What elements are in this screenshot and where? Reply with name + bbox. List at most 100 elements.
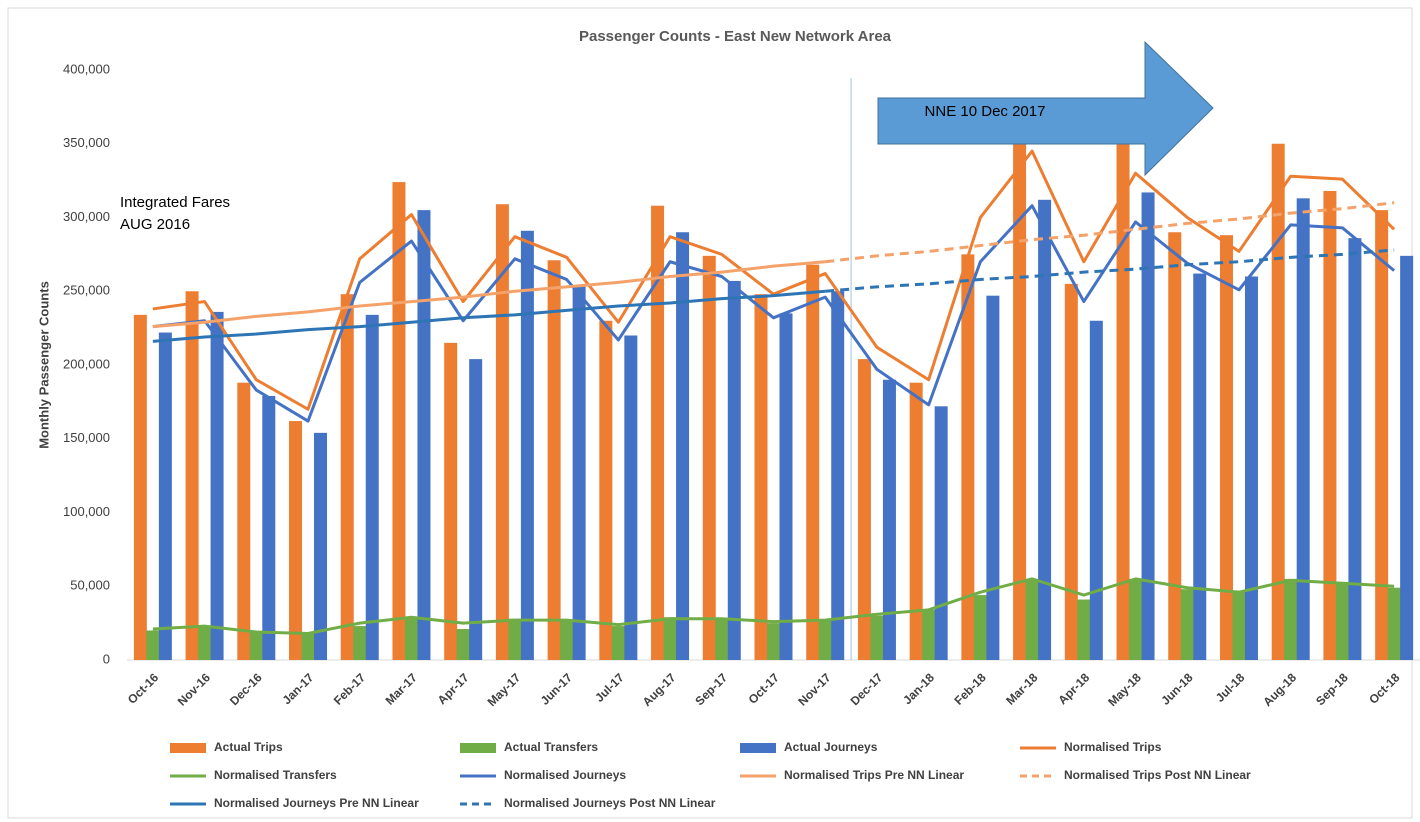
bar [547,260,561,660]
legend-swatch [170,743,206,753]
bar [611,626,625,660]
bar [444,342,458,660]
bar [1180,589,1194,660]
bar [572,285,586,660]
bar [520,230,534,660]
bar [818,620,832,660]
bar [882,379,896,660]
y-tick-label: 50,000 [70,578,110,593]
legend-label: Actual Transfers [504,740,598,754]
y-tick-label: 100,000 [63,504,110,519]
bar [210,311,224,660]
y-tick-label: 250,000 [63,283,110,298]
bar [806,264,820,660]
bar [365,314,379,660]
bar [779,313,793,660]
bar [922,609,936,660]
annotation: Integrated Fares [120,194,230,211]
bar [663,617,677,660]
bar [1284,578,1298,660]
line [825,248,1395,293]
bar [1089,320,1103,660]
annotation: AUG 2016 [120,216,190,233]
legend-label: Normalised Trips Pre NN Linear [784,768,964,782]
bar [249,631,263,660]
bar [1232,592,1246,660]
bar [289,421,303,660]
legend-label: Actual Journeys [784,740,878,754]
bar [158,332,172,660]
bar [870,615,884,660]
bar [1296,198,1310,660]
bar [353,626,367,660]
bar [1013,143,1027,660]
bar [185,291,199,660]
bar [1271,143,1285,660]
bar [1038,199,1052,661]
bar [1141,192,1155,661]
bar [767,623,780,660]
bar [973,595,987,660]
bar [1168,232,1182,660]
arrow [877,40,1214,177]
line [825,201,1395,264]
bar [599,320,613,660]
bar [702,255,716,660]
bar [1064,283,1078,660]
bar [1335,583,1349,660]
legend-label: Normalised Journeys Pre NN Linear [214,796,419,810]
bar [857,359,871,660]
y-axis-label: Monthly Passenger Counts [36,281,51,449]
legend-label: Normalised Transfers [214,768,337,782]
line [152,577,1395,635]
bar [1025,578,1039,660]
bar [314,432,328,660]
bar [1400,255,1414,660]
legend-label: Normalised Trips [1064,740,1162,754]
bar [909,382,923,660]
y-tick-label: 200,000 [63,356,110,371]
bar [198,626,212,660]
bar [262,395,276,660]
bar [831,291,845,660]
bar [469,359,483,660]
bar [1375,210,1389,660]
bar [1348,238,1362,660]
y-tick-label: 150,000 [63,430,110,445]
bar [237,382,251,660]
legend-label: Actual Trips [214,740,283,754]
y-tick-label: 300,000 [63,209,110,224]
chart-title: Passenger Counts - East New Network Area [579,28,892,45]
legend-swatch [460,743,496,753]
arrow-label: NNE 10 Dec 2017 [925,103,1046,120]
bar [624,335,638,660]
legend-swatch [740,743,776,753]
bar [727,280,741,660]
legend-label: Normalised Journeys Post NN Linear [504,796,716,810]
bar [404,617,418,660]
plot-area: 0 50,000 100,000 150,000 200,000 250,000 300,0… [63,61,1420,810]
legend-label: Normalised Journeys [504,768,626,782]
bar [146,630,160,660]
bar [1387,587,1401,660]
bar [456,629,470,660]
bar [1219,235,1233,660]
legend-label: Normalised Trips Post NN Linear [1064,768,1251,782]
line [152,289,826,343]
bar [961,254,975,660]
bar [495,204,509,660]
bar [340,294,354,660]
bar [301,631,315,660]
bar [1129,578,1143,660]
line [152,260,826,329]
bar [133,314,147,660]
bar [754,294,768,660]
bar [676,232,690,660]
bar [1244,276,1258,660]
bar [1193,273,1207,660]
bar [508,618,522,660]
bar [934,406,948,660]
y-tick-label: 400,000 [63,61,110,76]
bar [417,210,431,660]
